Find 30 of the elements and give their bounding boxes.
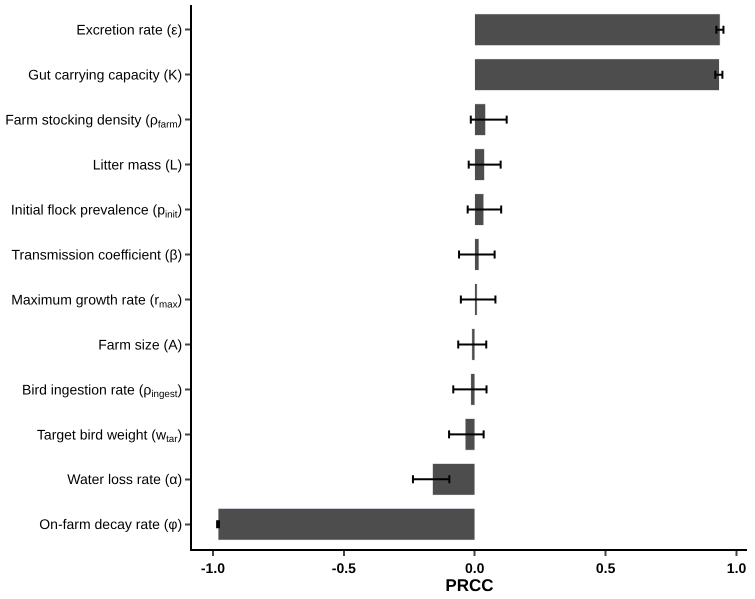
y-tick-label: Maximum growth rate (r$_{max}$) bbox=[11, 291, 182, 310]
bar bbox=[474, 104, 486, 136]
y-tick-label: Farm size (A) bbox=[98, 336, 182, 352]
bar bbox=[474, 148, 485, 181]
y-tick-label: Gut carrying capacity (K) bbox=[28, 66, 182, 83]
y-tick-label: Target bird weight (w$_{tar}$) bbox=[36, 426, 182, 446]
bar bbox=[218, 508, 475, 540]
bar bbox=[432, 463, 475, 496]
y-tick-label: Litter mass (L) bbox=[92, 156, 182, 172]
x-axis-title: PRCC bbox=[445, 576, 494, 595]
bar bbox=[474, 58, 720, 91]
bar bbox=[474, 14, 720, 46]
y-tick-label: Excretion rate (ε) bbox=[76, 22, 182, 38]
bar bbox=[474, 194, 484, 226]
y-tick-label: Farm stocking density (ρ$_{farm}$) bbox=[5, 112, 182, 130]
y-tick-label: Transmission coefficient (β) bbox=[12, 246, 182, 262]
y-tick-label: Initial flock prevalence (p$_{init}$) bbox=[10, 201, 182, 220]
bar bbox=[474, 238, 480, 271]
bar bbox=[474, 283, 478, 316]
x-tick-label: 0.5 bbox=[596, 560, 616, 576]
x-tick-label: 0.0 bbox=[465, 560, 485, 576]
bar bbox=[465, 418, 475, 450]
y-tick-label: Water loss rate (α) bbox=[67, 471, 182, 488]
y-tick-label: On-farm decay rate (φ) bbox=[39, 516, 182, 532]
y-tick-label: Bird ingestion rate (ρ$_{ingest}$) bbox=[22, 381, 182, 400]
x-tick-label: -1.0 bbox=[200, 560, 226, 576]
x-tick-label: 1.0 bbox=[726, 560, 746, 576]
bar bbox=[470, 373, 475, 406]
x-tick-label: -0.5 bbox=[332, 560, 356, 576]
bar bbox=[472, 328, 475, 360]
